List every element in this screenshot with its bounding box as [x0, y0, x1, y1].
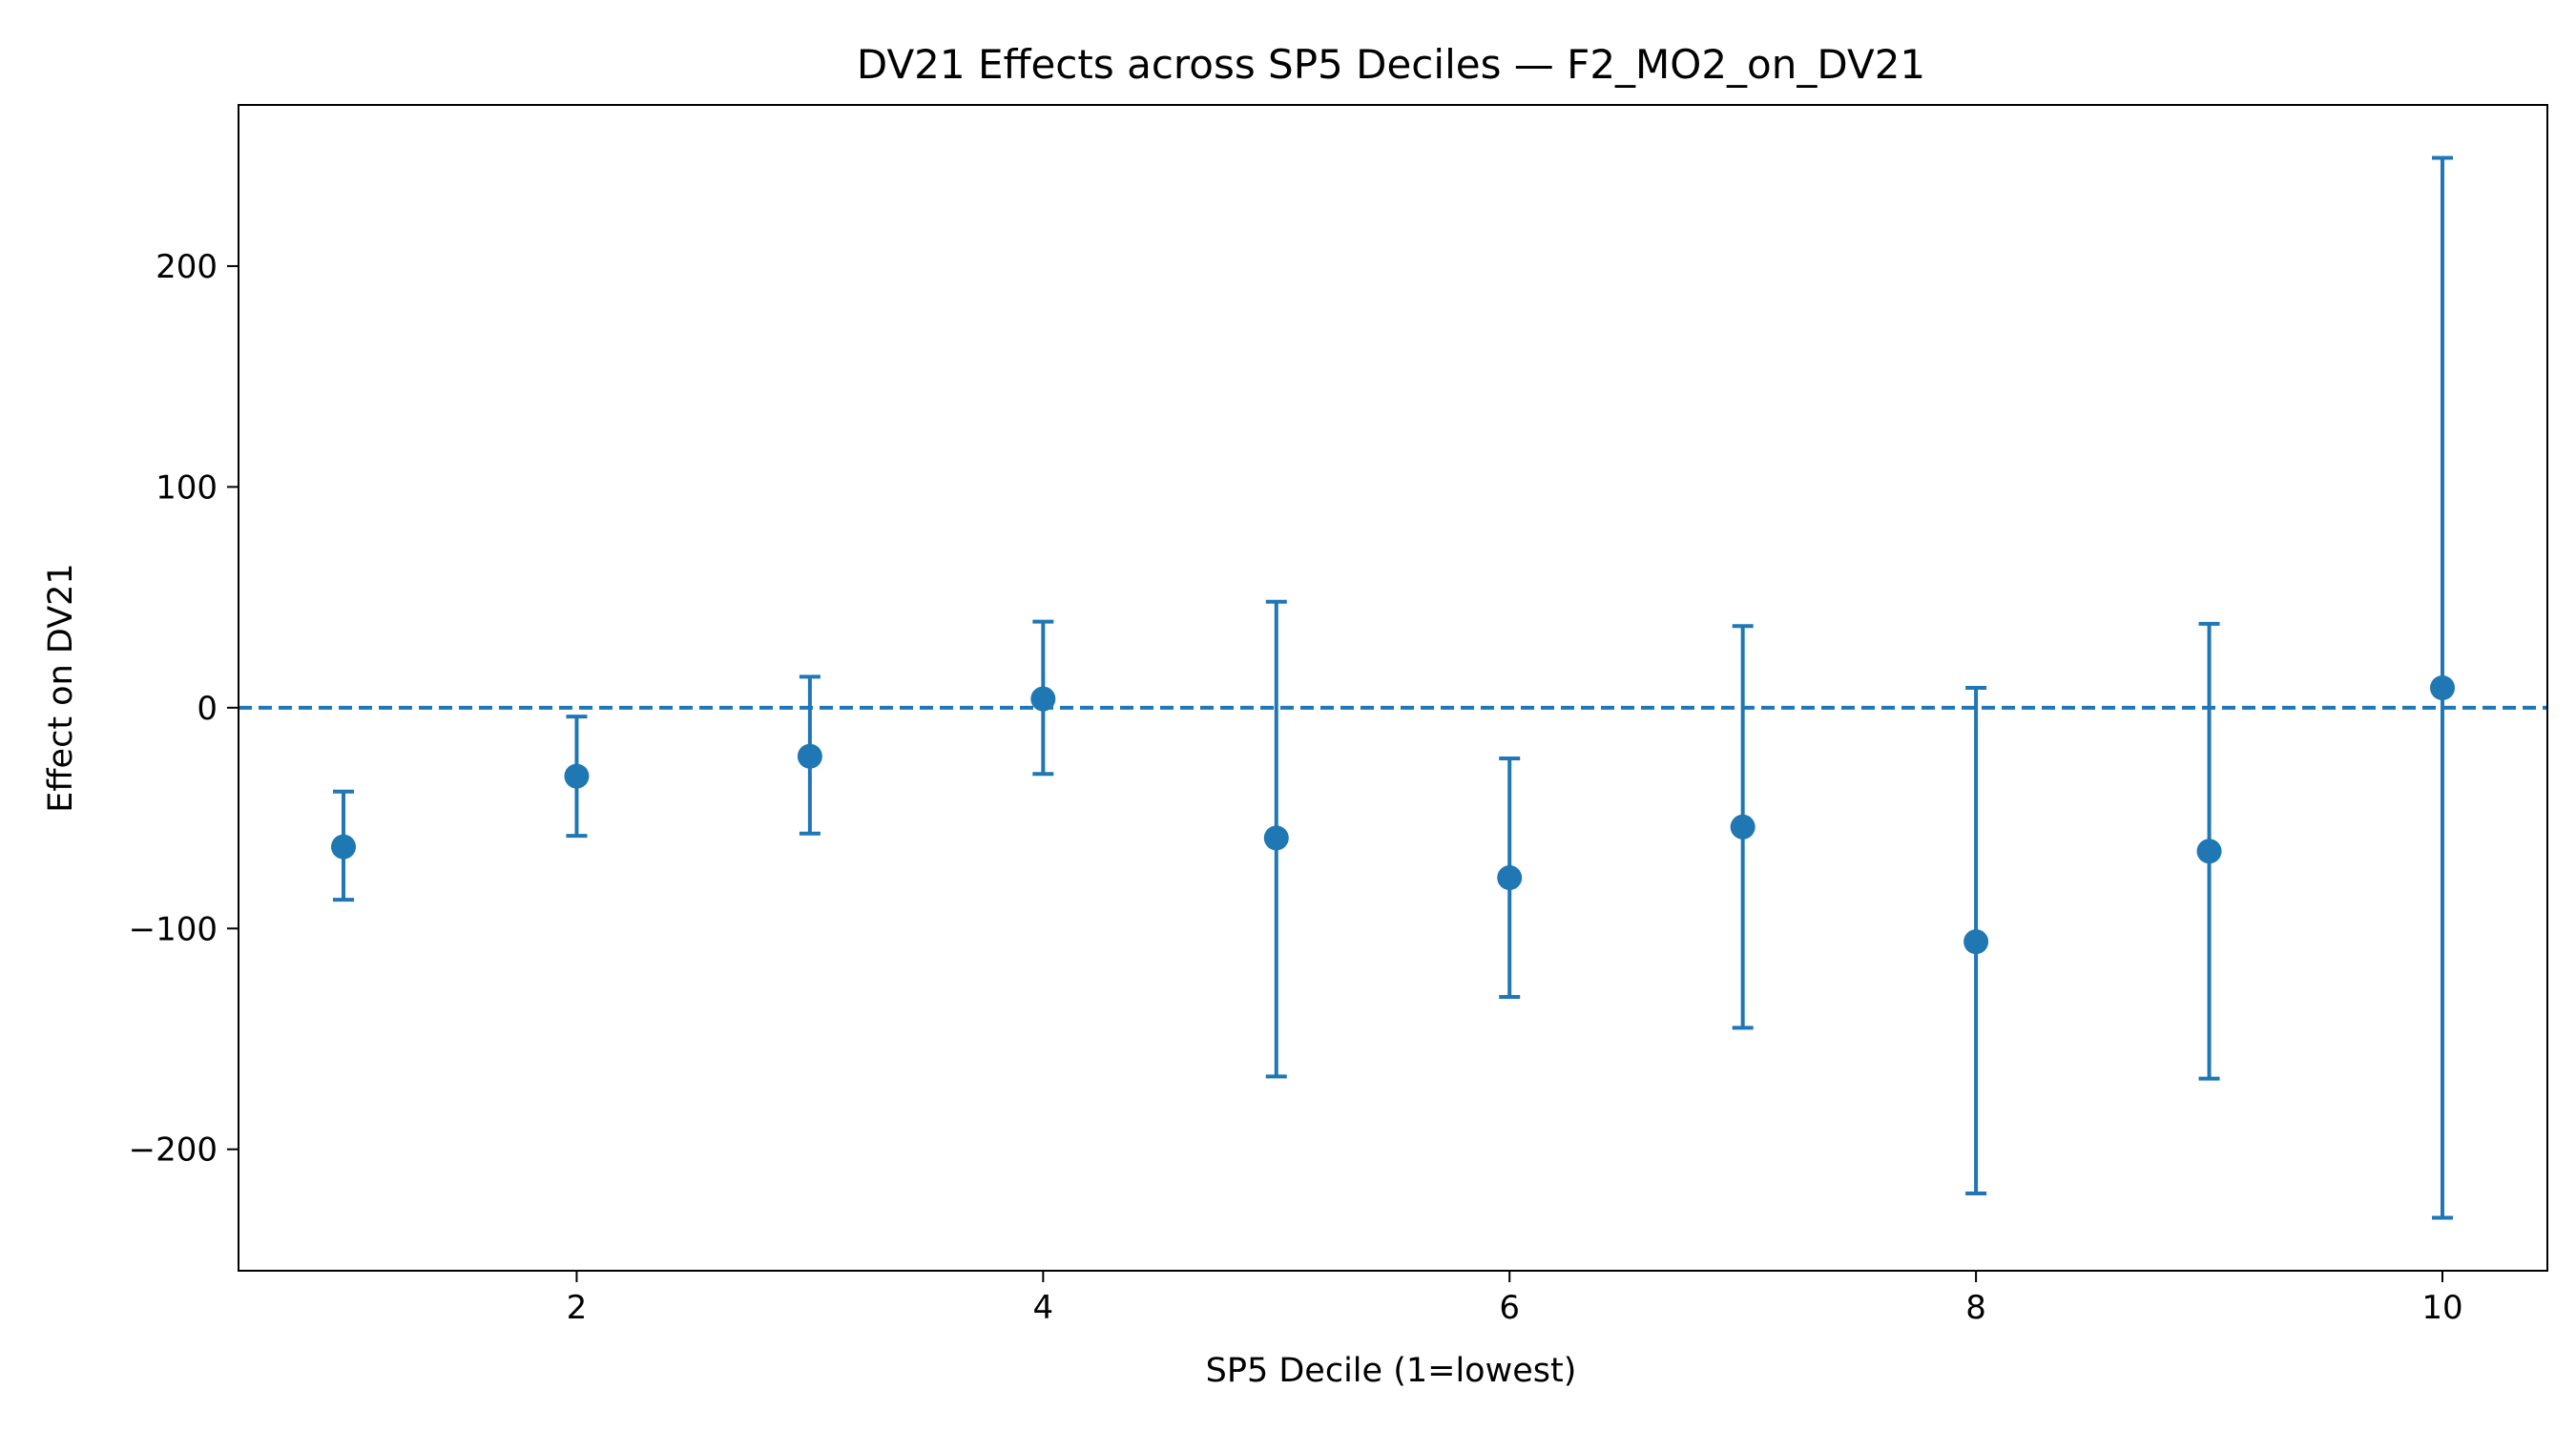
plot-frame — [238, 104, 2548, 1272]
point-marker — [331, 834, 356, 860]
data-point-7 — [1730, 624, 1755, 1030]
data-point-10 — [2430, 156, 2455, 1220]
x-tick-label: 8 — [1965, 1289, 1986, 1327]
data-marks — [331, 156, 2455, 1220]
point-marker — [2430, 675, 2455, 700]
data-point-2 — [564, 715, 590, 839]
point-marker — [1730, 814, 1755, 840]
y-axis-label: Effect on DV21 — [42, 563, 80, 812]
chart-title: DV21 Effects across SP5 Deciles — F2_MO2… — [857, 41, 1925, 88]
plot-area — [238, 104, 2548, 1272]
point-marker — [1497, 865, 1523, 891]
point-marker — [2196, 839, 2222, 864]
point-marker — [797, 743, 822, 769]
point-marker — [1030, 686, 1056, 712]
y-tick-label: 100 — [156, 468, 218, 507]
x-tick-label: 10 — [2421, 1289, 2462, 1327]
y-tick-label: −200 — [129, 1131, 218, 1170]
y-axis: −200 −100 0 100 200 — [129, 248, 239, 1170]
point-marker — [564, 763, 590, 789]
point-marker — [1963, 929, 1989, 955]
y-tick-label: 0 — [197, 690, 218, 728]
data-point-3 — [797, 674, 822, 836]
data-point-4 — [1030, 619, 1056, 777]
data-point-1 — [331, 789, 356, 902]
x-tick-label: 2 — [567, 1289, 588, 1327]
data-point-8 — [1963, 686, 1989, 1195]
x-axis: 2 4 6 8 10 — [567, 1271, 2463, 1327]
x-tick-label: 6 — [1499, 1289, 1520, 1327]
x-axis-label: SP5 Decile (1=lowest) — [1206, 1352, 1577, 1390]
data-point-9 — [2196, 621, 2222, 1081]
point-marker — [1263, 825, 1289, 851]
data-point-5 — [1263, 599, 1289, 1079]
y-tick-label: 200 — [156, 248, 218, 286]
x-tick-label: 4 — [1033, 1289, 1054, 1327]
y-tick-label: −100 — [129, 910, 218, 948]
data-point-6 — [1497, 757, 1523, 1000]
plot-background — [239, 105, 2547, 1271]
